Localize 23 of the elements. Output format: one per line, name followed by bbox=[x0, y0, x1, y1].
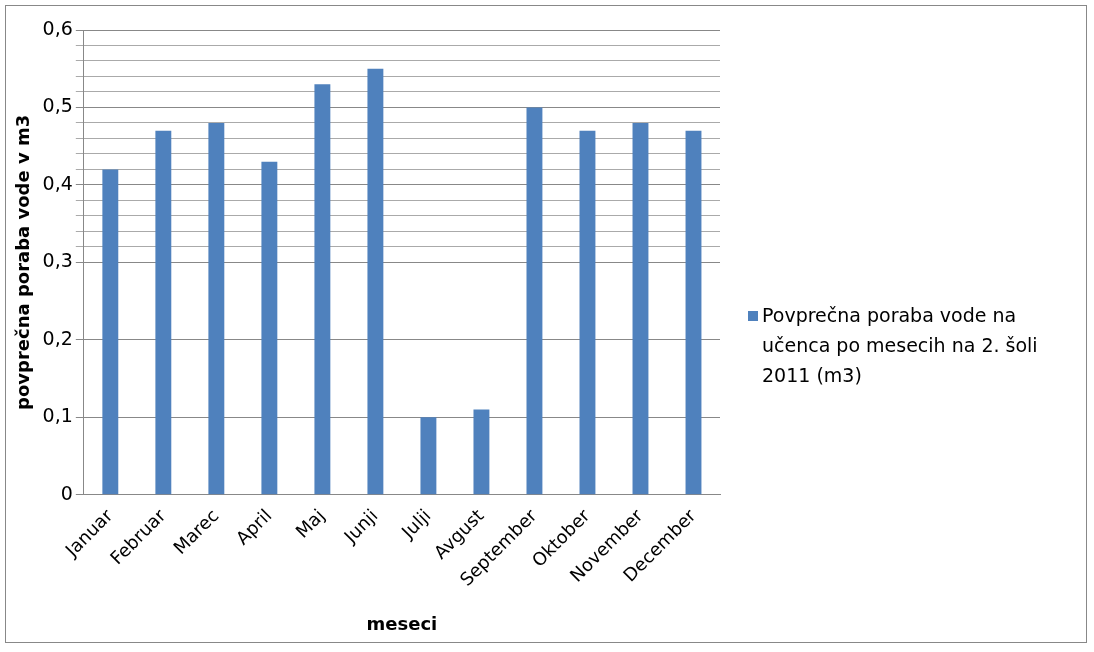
y-tick-label: 0,4 bbox=[42, 171, 73, 194]
bar bbox=[261, 161, 278, 495]
y-tick-label: 0,2 bbox=[42, 326, 73, 349]
bar bbox=[420, 417, 437, 495]
bar bbox=[579, 130, 596, 495]
y-tick-label: 0,6 bbox=[42, 16, 73, 39]
bar bbox=[473, 409, 490, 495]
bar bbox=[102, 169, 119, 495]
bar bbox=[632, 122, 649, 495]
y-tick-label: 0 bbox=[60, 481, 73, 504]
legend-label: Povprečna poraba vode na učenca po mesecih na 2. šoli 2011 (m3) bbox=[761, 303, 1039, 388]
bar bbox=[367, 68, 384, 495]
bar bbox=[155, 130, 172, 495]
bar bbox=[526, 107, 543, 495]
bar bbox=[314, 84, 331, 495]
bar bbox=[685, 130, 702, 495]
x-tick-label: Maj bbox=[291, 504, 329, 542]
y-tick-label: 0,3 bbox=[42, 249, 73, 272]
y-tick-label: 0,5 bbox=[42, 94, 73, 117]
y-tick-label: 0,1 bbox=[42, 404, 73, 427]
x-axis-title: meseci bbox=[366, 612, 438, 634]
bar bbox=[208, 122, 225, 495]
y-axis-title: povprečna poraba vode v m3 bbox=[12, 114, 34, 410]
